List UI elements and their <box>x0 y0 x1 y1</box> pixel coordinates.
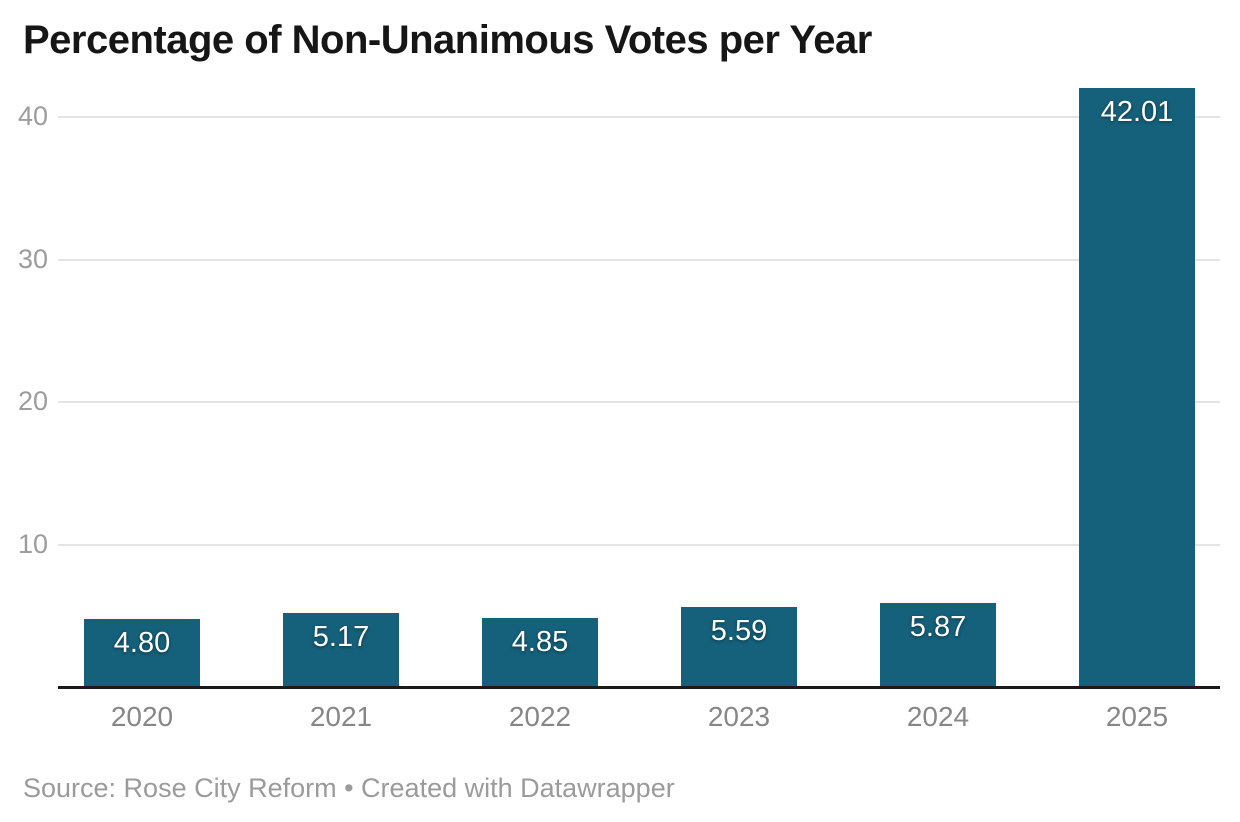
bar-value-label-2020: 4.80 <box>113 626 171 659</box>
x-axis-line <box>58 686 1220 689</box>
bar-2020: 4.80 <box>84 618 200 687</box>
bar-value-label-2023: 5.59 <box>710 615 768 648</box>
bar-value-label-2021: 5.17 <box>312 621 370 654</box>
x-axis-label-2024: 2024 <box>906 701 970 732</box>
y-axis-tick-label-10: 10 <box>17 528 48 559</box>
x-axis-label-2025: 2025 <box>1105 701 1169 732</box>
y-axis-tick-label-20: 20 <box>17 386 48 416</box>
bar-2021: 5.17 <box>283 613 399 687</box>
gridline-40 <box>58 116 1220 118</box>
x-axis-label-2023: 2023 <box>707 701 771 732</box>
x-axis-label-2021: 2021 <box>309 701 373 732</box>
y-axis-tick-label-30: 30 <box>17 243 48 274</box>
gridline-20 <box>58 401 1220 403</box>
bar-2025: 42.01 <box>1079 88 1195 687</box>
y-axis-tick-label-40: 40 <box>17 101 48 131</box>
source-note: Source: Rose City Reform • Created with … <box>23 773 675 803</box>
gridline-10 <box>58 543 1220 546</box>
x-axis-label-2022: 2022 <box>508 701 572 732</box>
bar-value-label-2024: 5.87 <box>909 611 967 644</box>
bar-value-label-2025: 42.01 <box>1100 96 1174 129</box>
x-axis-label-2020: 2020 <box>110 701 174 732</box>
bar-2023: 5.59 <box>681 607 797 687</box>
bar-value-label-2022: 4.85 <box>511 625 569 658</box>
bar-2024: 5.87 <box>880 603 996 687</box>
chart-title: Percentage of Non-Unanimous Votes per Ye… <box>23 18 872 62</box>
plot-area: 10 20 30 40 4.80 2020 5.17 2021 4.85 2022 5.59 2023… <box>17 88 1220 732</box>
gridline-30 <box>58 258 1220 261</box>
bar-2022: 4.85 <box>482 617 598 687</box>
